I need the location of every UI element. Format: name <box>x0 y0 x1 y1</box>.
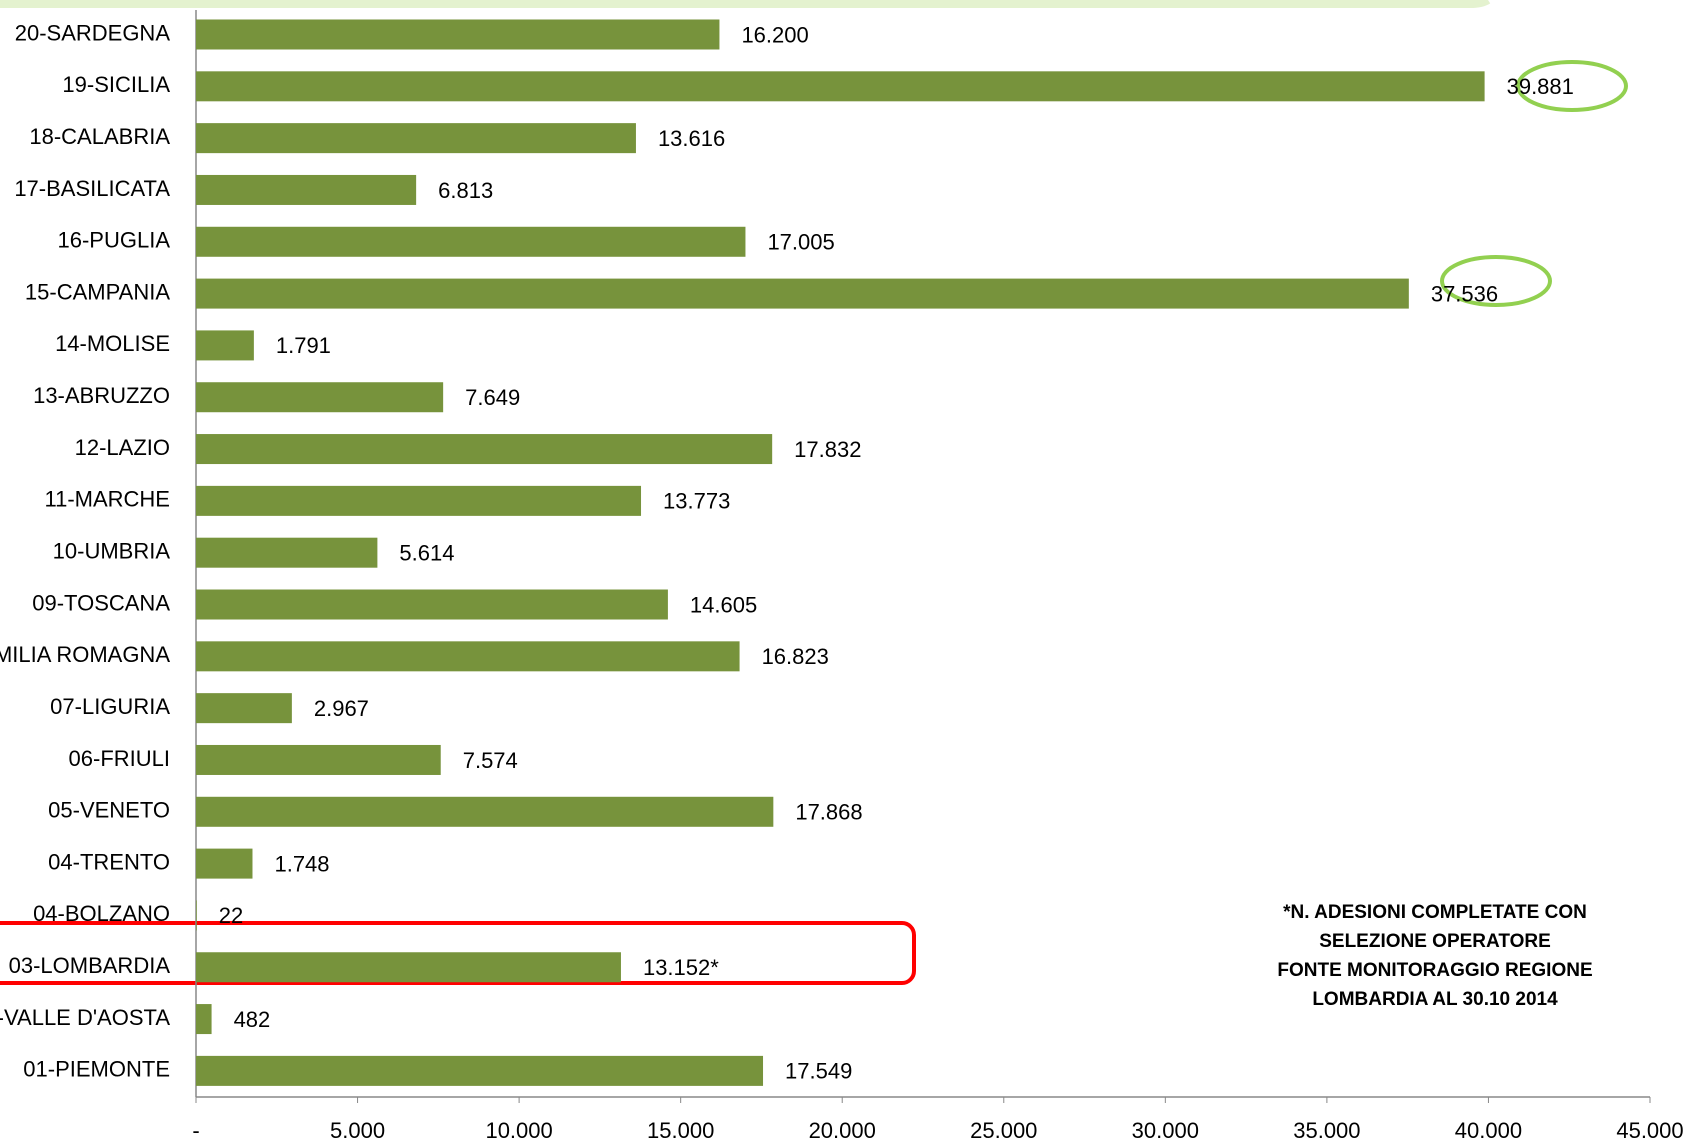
data-label: 39.881 <box>1507 74 1574 99</box>
y-tick-label: 13-ABRUZZO <box>33 383 170 408</box>
y-tick-label: 05-VENETO <box>48 798 170 823</box>
highlight-ellipse <box>1440 255 1552 307</box>
data-label: 17.868 <box>795 800 862 825</box>
data-label: 13.152* <box>643 955 719 980</box>
x-tick-label: - <box>192 1118 199 1142</box>
annotation: LOMBARDIA AL 30.10 2014 <box>1312 989 1558 1010</box>
bar <box>196 537 378 568</box>
bar <box>196 19 720 50</box>
y-tick-label: 04-BOLZANO <box>33 901 170 926</box>
data-label: 16.823 <box>762 644 829 669</box>
y-tick-label: 09-TOSCANA <box>32 590 170 615</box>
data-label: 17.005 <box>767 230 834 255</box>
data-label: 482 <box>234 1007 271 1032</box>
x-tick-label: 5.000 <box>330 1118 385 1142</box>
y-tick-label: 11-MARCHE <box>44 487 170 512</box>
y-tick-label: 14-MOLISE <box>55 331 170 356</box>
bar <box>196 848 253 879</box>
y-tick-label: 04-TRENTO <box>48 849 170 874</box>
data-label: 13.616 <box>658 126 725 151</box>
x-tick-label: 15.000 <box>647 1118 714 1142</box>
data-label: 37.536 <box>1431 281 1498 306</box>
frame-border <box>0 0 1491 8</box>
x-tick-label: 45.000 <box>1616 1118 1683 1142</box>
bar <box>196 641 740 672</box>
bar <box>196 693 292 724</box>
bar <box>196 1004 212 1035</box>
bar <box>196 1055 764 1086</box>
bar <box>196 278 1409 309</box>
data-label: 16.200 <box>741 22 808 47</box>
y-tick-label: 19-SICILIA <box>62 72 170 97</box>
y-tick-label: 06-FRIULI <box>69 746 170 771</box>
y-tick-label: 02-VALLE D'AOSTA <box>0 1005 170 1030</box>
x-tick-label: 30.000 <box>1132 1118 1199 1142</box>
y-tick-label: 12-LAZIO <box>75 435 170 460</box>
bar <box>196 952 621 983</box>
bar <box>196 485 642 516</box>
data-label: 17.549 <box>785 1059 852 1084</box>
data-label: 1.748 <box>274 851 329 876</box>
data-label: 1.791 <box>276 333 331 358</box>
bar <box>196 796 774 827</box>
bar <box>196 71 1485 102</box>
bar <box>196 330 254 361</box>
bar <box>196 123 636 154</box>
annotation: FONTE MONITORAGGIO REGIONE <box>1277 960 1592 981</box>
x-tick-label: 20.000 <box>809 1118 876 1142</box>
data-label: 6.813 <box>438 178 493 203</box>
data-label: 2.967 <box>314 696 369 721</box>
data-label: 14.605 <box>690 592 757 617</box>
y-tick-label: 18-CALABRIA <box>29 124 170 149</box>
y-tick-label: 15-CAMPANIA <box>25 279 170 304</box>
highlight-box <box>0 921 916 985</box>
x-tick-label: 25.000 <box>970 1118 1037 1142</box>
annotation: SELEZIONE OPERATORE <box>1319 931 1551 952</box>
y-tick-label: 08-EMILIA ROMAGNA <box>0 642 170 667</box>
x-tick-label: 35.000 <box>1293 1118 1360 1142</box>
y-tick-label: 01-PIEMONTE <box>23 1057 170 1082</box>
data-label: 7.574 <box>463 748 518 773</box>
data-label: 13.773 <box>663 489 730 514</box>
y-tick-label: 03-LOMBARDIA <box>9 953 171 978</box>
bar <box>196 900 197 931</box>
data-label: 22 <box>219 903 243 928</box>
bar <box>196 434 773 465</box>
bar <box>196 174 417 205</box>
highlight-ellipse <box>1516 60 1628 112</box>
bar <box>196 226 746 257</box>
bar <box>196 382 444 413</box>
y-tick-label: 16-PUGLIA <box>58 228 171 253</box>
y-tick-label: 10-UMBRIA <box>53 539 171 564</box>
data-label: 17.832 <box>794 437 861 462</box>
bar <box>196 744 441 775</box>
y-tick-label: 17-BASILICATA <box>14 176 170 201</box>
x-tick-label: 10.000 <box>485 1118 552 1142</box>
data-label: 5.614 <box>399 541 454 566</box>
y-tick-label: 20-SARDEGNA <box>15 20 171 45</box>
data-label: 7.649 <box>465 385 520 410</box>
x-tick-label: 40.000 <box>1455 1118 1522 1142</box>
y-tick-label: 07-LIGURIA <box>50 694 170 719</box>
annotation: *N. ADESIONI COMPLETATE CON <box>1283 902 1587 923</box>
bar <box>196 589 668 620</box>
